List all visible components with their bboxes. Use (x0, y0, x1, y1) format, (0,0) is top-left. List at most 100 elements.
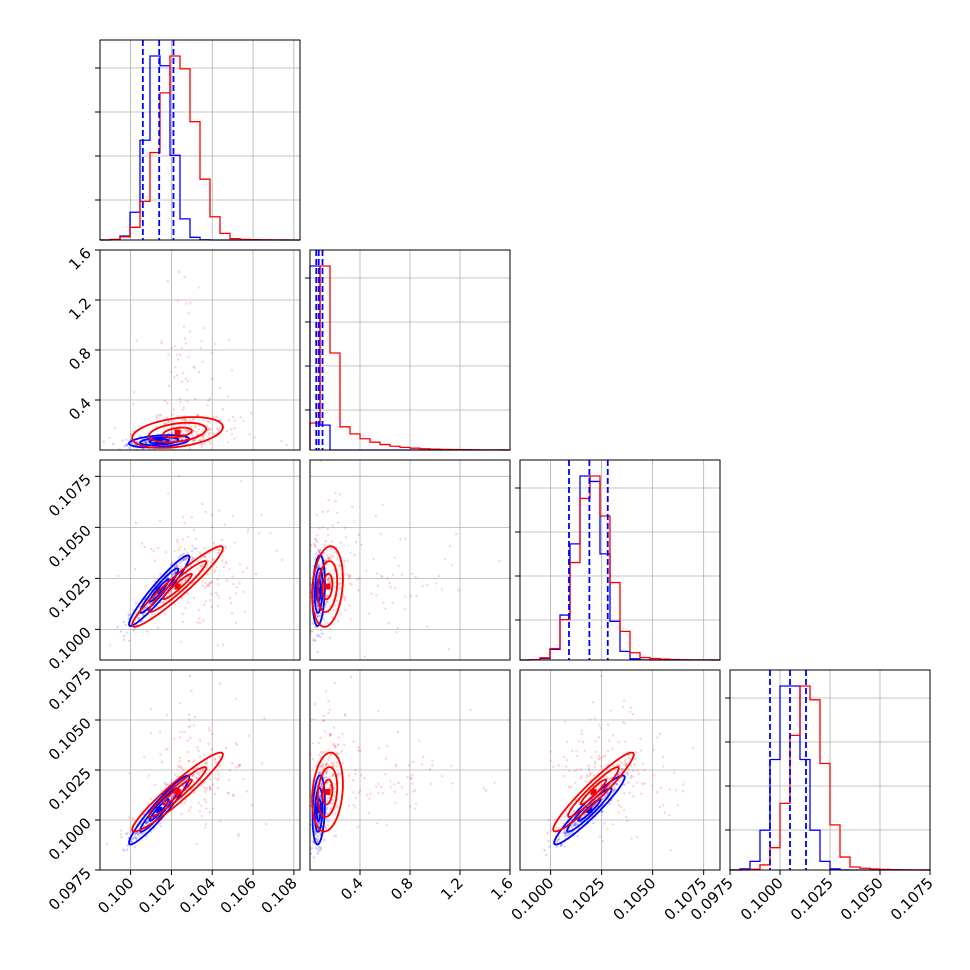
red-sample-point (336, 511, 339, 514)
red-sample-point (583, 749, 586, 753)
red-sample-point (336, 772, 340, 775)
red-sample-point (196, 439, 200, 442)
red-sample-point (326, 818, 330, 822)
red-sample-point (588, 771, 592, 775)
red-sample-point (230, 611, 234, 615)
red-sample-point (546, 831, 549, 835)
red-sample-point (357, 746, 360, 749)
red-sample-point (651, 784, 654, 787)
blue-sample-point (325, 762, 328, 766)
red-sample-point (325, 827, 328, 830)
red-sample-point (185, 302, 188, 305)
blue-sample-point (140, 832, 143, 836)
red-sample-point (332, 761, 336, 764)
red-sample-point (265, 822, 268, 826)
red-sample-point (128, 771, 131, 775)
red-sample-point (234, 621, 238, 624)
red-sample-point (333, 790, 337, 794)
red-sample-point (609, 777, 613, 780)
blue-sample-point (133, 846, 137, 849)
red-sample-point (160, 341, 163, 345)
red-sample-point (125, 631, 129, 634)
red-sample-point (616, 773, 620, 777)
red-sample-point (228, 338, 231, 342)
red-sample-point (579, 777, 582, 780)
red-sample-point (187, 312, 190, 315)
red-sample-point (357, 791, 360, 795)
red-sample-point (207, 429, 210, 432)
x-tick-label-3: 0.1000 (737, 874, 787, 924)
red-sample-point (329, 733, 332, 737)
blue-sample-point (126, 832, 130, 835)
red-sample-point (207, 726, 211, 730)
red-sample-point (163, 399, 167, 403)
red-sample-point (170, 796, 174, 799)
blue-sample-point (320, 784, 323, 787)
red-sample-point (349, 551, 352, 554)
red-sample-point (565, 740, 569, 744)
red-sample-point (230, 428, 233, 431)
red-sample-point (217, 773, 220, 776)
blue-sample-point (318, 635, 322, 638)
red-sample-point (410, 572, 414, 575)
blue-sample-point (127, 614, 130, 617)
red-sample-point (206, 584, 209, 588)
red-sample-point (429, 782, 432, 786)
blue-sample-point (124, 832, 128, 836)
red-sample-point (368, 797, 371, 800)
red-sample-point (396, 730, 400, 734)
red-sample-point (192, 429, 195, 433)
blue-sample-point (145, 441, 148, 444)
red-sample-point (326, 579, 329, 582)
red-sample-point (573, 769, 576, 773)
red-sample-point (618, 771, 622, 775)
red-sample-point (198, 621, 202, 624)
blue-sample-point (134, 837, 137, 840)
red-sample-point (177, 474, 181, 478)
red-sample-point (172, 737, 176, 741)
red-sample-point (393, 783, 396, 786)
red-sample-point (206, 424, 209, 427)
red-sample-point (326, 621, 329, 625)
red-sample-point (599, 765, 603, 768)
y-tick-label-1: 1.6 (65, 244, 95, 274)
red-sample-point (617, 803, 620, 807)
red-sample-point (122, 638, 126, 642)
red-sample-point (331, 765, 335, 768)
red-sample-point (198, 617, 201, 620)
red-sample-point (218, 682, 222, 685)
blue-sample-point (323, 619, 327, 622)
red-sample-point (636, 769, 639, 772)
red-sample-point (339, 564, 342, 567)
red-contour (162, 426, 193, 439)
red-sample-point (167, 592, 171, 595)
red-sample-point (681, 789, 685, 793)
red-sample-point (618, 759, 621, 763)
red-sample-point (180, 430, 183, 433)
red-mode-marker (324, 583, 331, 590)
red-sample-point (133, 390, 136, 394)
red-sample-point (176, 299, 179, 302)
blue-sample-point (125, 443, 128, 447)
red-sample-point (597, 736, 600, 739)
red-sample-point (325, 601, 328, 604)
red-sample-point (601, 839, 605, 843)
red-sample-point (578, 739, 581, 743)
red-sample-point (204, 788, 207, 791)
red-sample-point (315, 613, 318, 616)
red-sample-point (208, 397, 212, 400)
red-sample-point (394, 764, 398, 768)
red-sample-point (188, 330, 192, 333)
red-sample-point (177, 424, 180, 428)
red-sample-point (549, 750, 552, 753)
blue-sample-point (570, 826, 573, 829)
x-tick-label-2: 0.1050 (610, 874, 660, 924)
red-sample-point (167, 492, 170, 495)
red-sample-point (180, 430, 183, 433)
red-sample-point (633, 763, 636, 766)
red-sample-point (181, 418, 184, 421)
red-sample-point (431, 759, 434, 762)
red-sample-point (224, 560, 228, 564)
red-sample-point (363, 655, 367, 658)
red-sample-point (164, 748, 167, 751)
